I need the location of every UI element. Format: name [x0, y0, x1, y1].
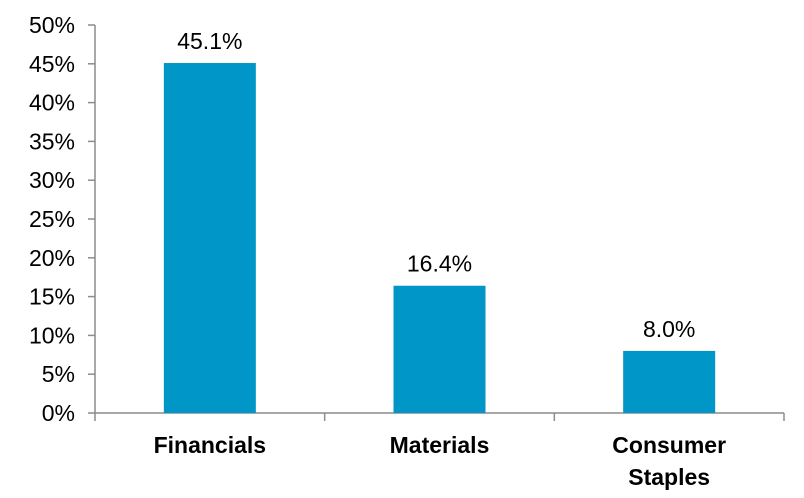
y-tick-label: 15% — [29, 284, 75, 310]
bar-consumer-staples — [623, 350, 716, 413]
y-axis: 0% 5% 10% 15% 20% 25% 30% 35% 40% 45% 50% — [29, 12, 96, 426]
y-tick-label: 5% — [42, 361, 75, 387]
x-category-label: Financials — [154, 432, 266, 458]
bar-materials — [393, 285, 486, 413]
x-category-label-line: Consumer — [612, 432, 726, 458]
x-category-label: Consumer Staples — [612, 432, 726, 490]
bar-financials — [163, 63, 256, 414]
y-tick-label: 0% — [42, 400, 75, 426]
x-category-label-line: Materials — [390, 432, 490, 458]
x-category-label-line: Staples — [628, 464, 710, 490]
y-tick-label: 25% — [29, 206, 75, 232]
bars — [163, 63, 716, 414]
x-category-label-line: Financials — [154, 432, 266, 458]
x-axis — [94, 412, 785, 421]
x-categories: Financials Materials Consumer Staples — [154, 432, 726, 490]
y-tick-label: 50% — [29, 12, 75, 38]
y-tick-label: 10% — [29, 322, 75, 348]
data-labels: 45.1% 16.4% 8.0% — [177, 28, 695, 342]
y-tick-label: 20% — [29, 245, 75, 271]
y-tick-label: 40% — [29, 90, 75, 116]
data-label: 16.4% — [407, 251, 472, 277]
y-tick-label: 30% — [29, 167, 75, 193]
y-tick-label: 45% — [29, 51, 75, 77]
data-label: 8.0% — [643, 316, 695, 342]
data-label: 45.1% — [177, 28, 242, 54]
x-category-label: Materials — [390, 432, 490, 458]
y-tick-label: 35% — [29, 128, 75, 154]
